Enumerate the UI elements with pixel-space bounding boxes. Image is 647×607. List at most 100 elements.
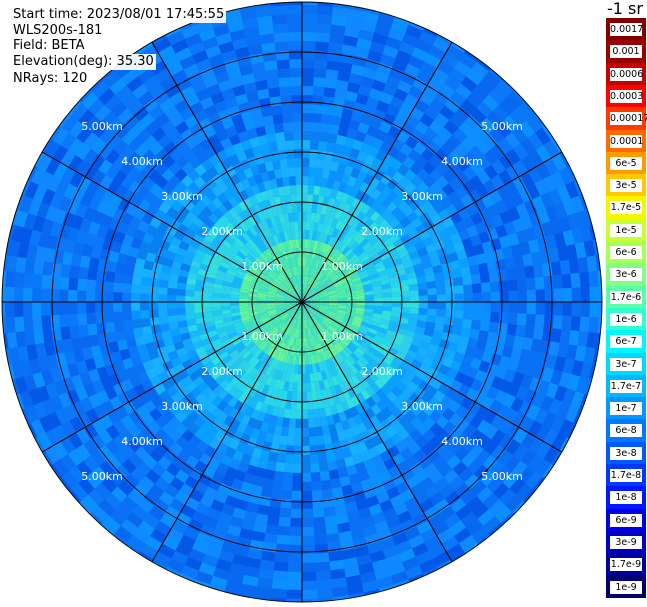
range-bin bbox=[467, 130, 483, 146]
range-bin bbox=[212, 208, 224, 220]
range-bin bbox=[302, 68, 315, 78]
range-bin bbox=[201, 433, 214, 446]
range-bin bbox=[108, 341, 120, 354]
range-bin bbox=[112, 208, 126, 222]
range-bin bbox=[192, 233, 204, 244]
range-bin bbox=[446, 224, 459, 237]
range-bin bbox=[272, 570, 288, 581]
range-bin bbox=[352, 318, 362, 325]
range-bin bbox=[302, 302, 305, 311]
range-bin bbox=[397, 322, 408, 330]
range-bin bbox=[251, 61, 266, 74]
range-bin bbox=[316, 323, 324, 333]
range-bin bbox=[32, 287, 42, 302]
range-bin bbox=[149, 286, 159, 295]
range-bin bbox=[140, 276, 151, 287]
range-bin bbox=[313, 185, 321, 196]
range-bin bbox=[269, 284, 279, 290]
range-bin bbox=[401, 468, 415, 482]
range-bin bbox=[302, 293, 305, 302]
range-bin bbox=[83, 206, 97, 222]
range-bin bbox=[441, 407, 455, 421]
range-bin bbox=[302, 239, 306, 249]
range-bin bbox=[132, 504, 149, 521]
range-bin bbox=[174, 410, 188, 423]
range-bin bbox=[475, 405, 490, 420]
range-bin bbox=[195, 279, 206, 287]
range-bin bbox=[292, 113, 302, 123]
range-bin bbox=[309, 257, 314, 268]
range-bin bbox=[446, 543, 464, 560]
range-bin bbox=[318, 407, 327, 418]
range-bin bbox=[321, 276, 329, 284]
range-bin bbox=[481, 350, 494, 364]
range-bin bbox=[257, 458, 269, 470]
range-bin bbox=[473, 198, 487, 213]
range-bin bbox=[420, 148, 435, 162]
range-bin bbox=[267, 324, 276, 333]
range-bin bbox=[302, 230, 306, 240]
range-bin bbox=[155, 442, 170, 456]
range-bin bbox=[177, 448, 191, 463]
range-bin bbox=[235, 356, 245, 366]
range-bin bbox=[356, 441, 368, 454]
range-bin bbox=[181, 24, 199, 39]
range-bin bbox=[270, 327, 278, 336]
range-bin bbox=[313, 281, 321, 289]
range-bin bbox=[161, 422, 175, 436]
range-bin bbox=[265, 375, 273, 387]
range-bin bbox=[409, 462, 424, 476]
range-bin bbox=[462, 423, 477, 438]
range-bin bbox=[68, 277, 79, 291]
range-bin bbox=[304, 248, 308, 258]
range-bin bbox=[183, 441, 197, 455]
range-bin bbox=[142, 134, 158, 150]
instrument-text: WLS200s-181 bbox=[11, 23, 105, 39]
range-bin bbox=[261, 318, 271, 325]
range-bin bbox=[141, 149, 156, 164]
range-bin bbox=[314, 50, 329, 61]
range-bin bbox=[404, 526, 421, 541]
range-bin bbox=[408, 534, 425, 549]
range-bin bbox=[545, 234, 558, 250]
range-bin bbox=[291, 95, 302, 105]
range-bin bbox=[385, 554, 402, 568]
range-bin bbox=[272, 479, 284, 490]
range-bin bbox=[209, 334, 220, 343]
range-bin bbox=[355, 189, 365, 201]
range-bin bbox=[428, 513, 445, 529]
range-bin bbox=[204, 375, 216, 387]
range-bin bbox=[77, 290, 87, 302]
range-bin bbox=[203, 465, 217, 479]
range-bin bbox=[256, 411, 266, 422]
range-bin bbox=[35, 245, 47, 262]
range-bin bbox=[404, 63, 421, 78]
range-bin bbox=[343, 493, 356, 505]
range-bin bbox=[128, 136, 143, 152]
range-bin bbox=[288, 336, 293, 346]
range-bin bbox=[142, 360, 155, 372]
range-bin bbox=[369, 382, 381, 393]
range-bin bbox=[296, 203, 302, 213]
range-bin bbox=[277, 332, 284, 341]
range-bin bbox=[390, 158, 403, 171]
range-bin bbox=[265, 69, 279, 80]
range-bin bbox=[404, 93, 419, 108]
range-bin bbox=[302, 445, 311, 455]
range-bin bbox=[176, 398, 189, 411]
range-bin bbox=[489, 460, 505, 477]
range-bin bbox=[318, 309, 327, 315]
range-bin bbox=[397, 392, 410, 404]
range-bin bbox=[183, 392, 195, 405]
range-bin bbox=[328, 469, 340, 480]
range-label: 1.00km bbox=[321, 330, 363, 343]
range-bin bbox=[375, 181, 387, 193]
range-bin bbox=[490, 143, 506, 160]
range-bin bbox=[23, 272, 34, 288]
range-bin bbox=[350, 110, 364, 123]
range-bin bbox=[68, 138, 84, 155]
range-bin bbox=[439, 505, 456, 521]
range-bin bbox=[315, 313, 323, 321]
range-bin bbox=[305, 310, 311, 319]
range-bin bbox=[199, 452, 212, 466]
